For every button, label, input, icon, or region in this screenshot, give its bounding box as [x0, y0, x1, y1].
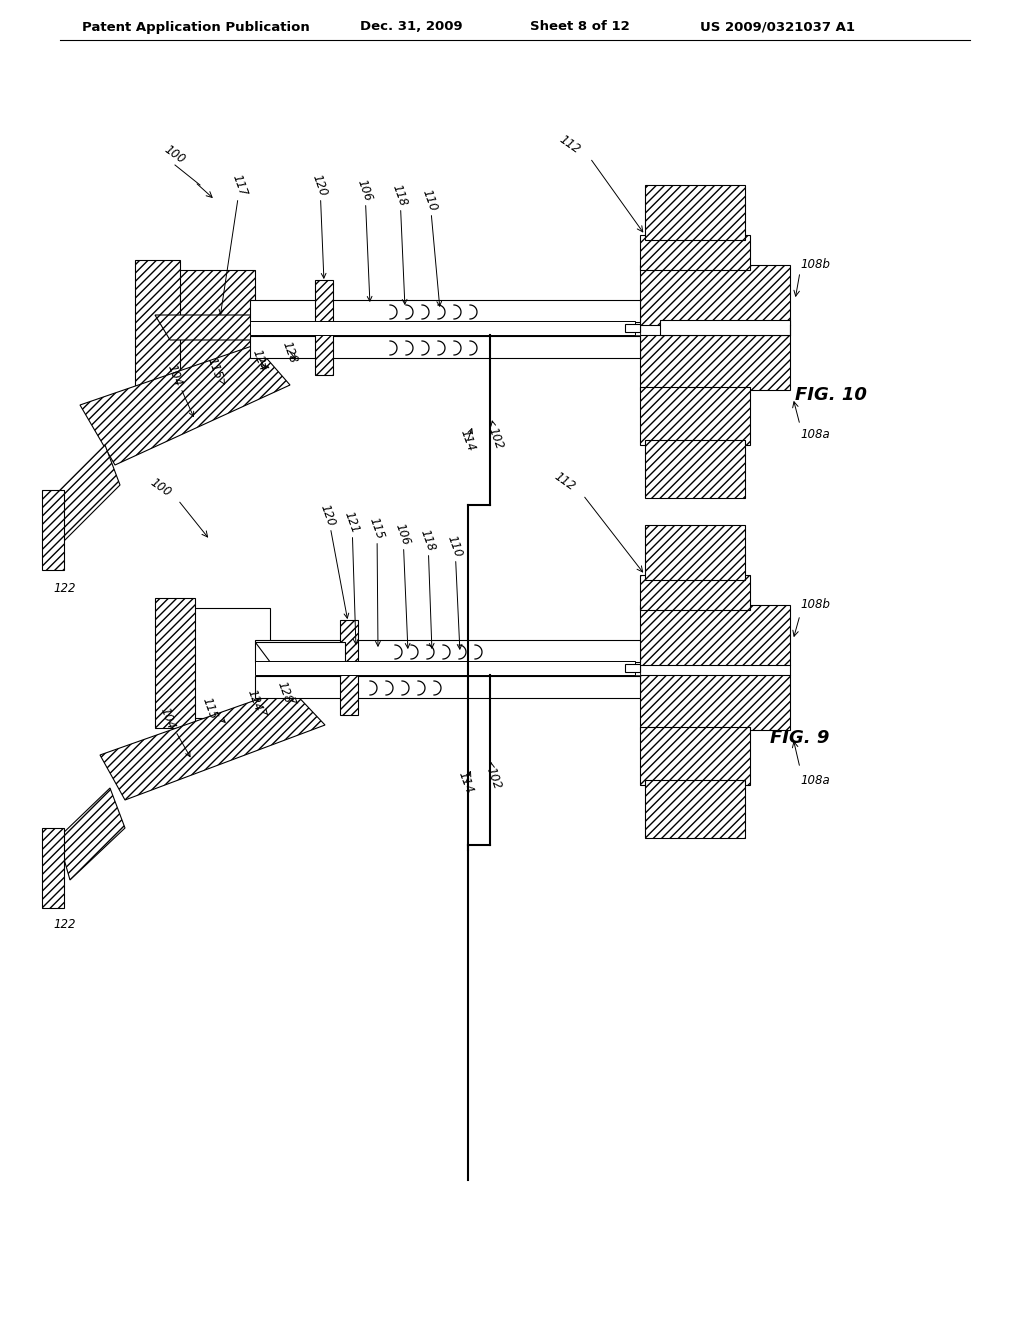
Text: 104: 104	[165, 362, 194, 417]
Text: FIG. 9: FIG. 9	[770, 729, 829, 747]
Bar	[640, 675, 790, 730]
Text: 100: 100	[148, 477, 174, 500]
Text: 124: 124	[245, 688, 267, 714]
Bar	[640, 727, 750, 785]
Text: 115: 115	[367, 515, 387, 645]
Text: 112: 112	[552, 470, 578, 494]
Text: 115: 115	[200, 696, 225, 722]
Text: 114: 114	[458, 428, 478, 453]
Bar	[640, 265, 790, 325]
Text: 106: 106	[355, 177, 375, 301]
Bar	[640, 335, 790, 389]
Polygon shape	[255, 642, 345, 663]
Bar	[255, 640, 640, 663]
Text: 128: 128	[280, 339, 300, 364]
Text: Patent Application Publication: Patent Application Publication	[82, 21, 309, 33]
Polygon shape	[58, 788, 125, 880]
Bar	[645, 440, 745, 498]
Bar	[42, 828, 63, 908]
Text: 122: 122	[53, 582, 76, 594]
Bar	[660, 319, 790, 335]
Bar	[645, 525, 745, 579]
Bar	[250, 321, 635, 335]
Text: 114: 114	[456, 770, 476, 795]
Bar	[640, 576, 750, 610]
Text: Sheet 8 of 12: Sheet 8 of 12	[530, 21, 630, 33]
Text: 100: 100	[162, 144, 187, 166]
Bar	[340, 620, 358, 715]
Text: FIG. 10: FIG. 10	[795, 385, 867, 404]
Text: 120: 120	[310, 172, 330, 279]
Bar	[635, 665, 640, 675]
Text: 117: 117	[219, 172, 250, 314]
Bar	[635, 325, 640, 335]
Bar	[250, 300, 640, 322]
Bar	[255, 661, 635, 675]
Text: 118: 118	[418, 527, 438, 648]
Text: 108a: 108a	[800, 429, 829, 441]
Text: 122: 122	[53, 919, 76, 932]
Text: 108a: 108a	[800, 774, 829, 787]
Bar	[190, 609, 270, 718]
Text: 110: 110	[445, 533, 465, 649]
Text: 121: 121	[342, 510, 361, 644]
Bar	[42, 490, 63, 570]
Bar	[625, 323, 640, 333]
Bar	[155, 598, 195, 729]
Text: 118: 118	[390, 182, 410, 304]
Text: Dec. 31, 2009: Dec. 31, 2009	[360, 21, 463, 33]
Text: 128: 128	[275, 680, 298, 705]
Polygon shape	[100, 688, 325, 800]
Bar	[250, 337, 640, 358]
Text: 108b: 108b	[800, 598, 830, 611]
Text: 112: 112	[557, 133, 583, 157]
Bar	[175, 271, 255, 380]
Text: US 2009/0321037 A1: US 2009/0321037 A1	[700, 21, 855, 33]
Text: 115: 115	[205, 355, 225, 384]
Bar	[135, 260, 180, 389]
Polygon shape	[50, 445, 120, 545]
Text: 106: 106	[393, 521, 413, 648]
Text: 108b: 108b	[800, 259, 830, 272]
Text: 102: 102	[486, 421, 506, 451]
Bar	[640, 235, 750, 271]
Bar	[645, 780, 745, 838]
Bar	[315, 280, 333, 375]
Bar	[645, 185, 745, 240]
Bar	[255, 676, 640, 698]
Text: 104: 104	[158, 705, 190, 756]
Bar	[625, 664, 640, 672]
Polygon shape	[80, 345, 290, 465]
Bar	[640, 387, 750, 445]
Text: 120: 120	[318, 502, 349, 618]
Polygon shape	[155, 315, 285, 341]
Bar	[640, 605, 790, 665]
Text: 124: 124	[250, 347, 270, 372]
Text: 102: 102	[484, 763, 504, 791]
Text: 110: 110	[420, 187, 441, 306]
